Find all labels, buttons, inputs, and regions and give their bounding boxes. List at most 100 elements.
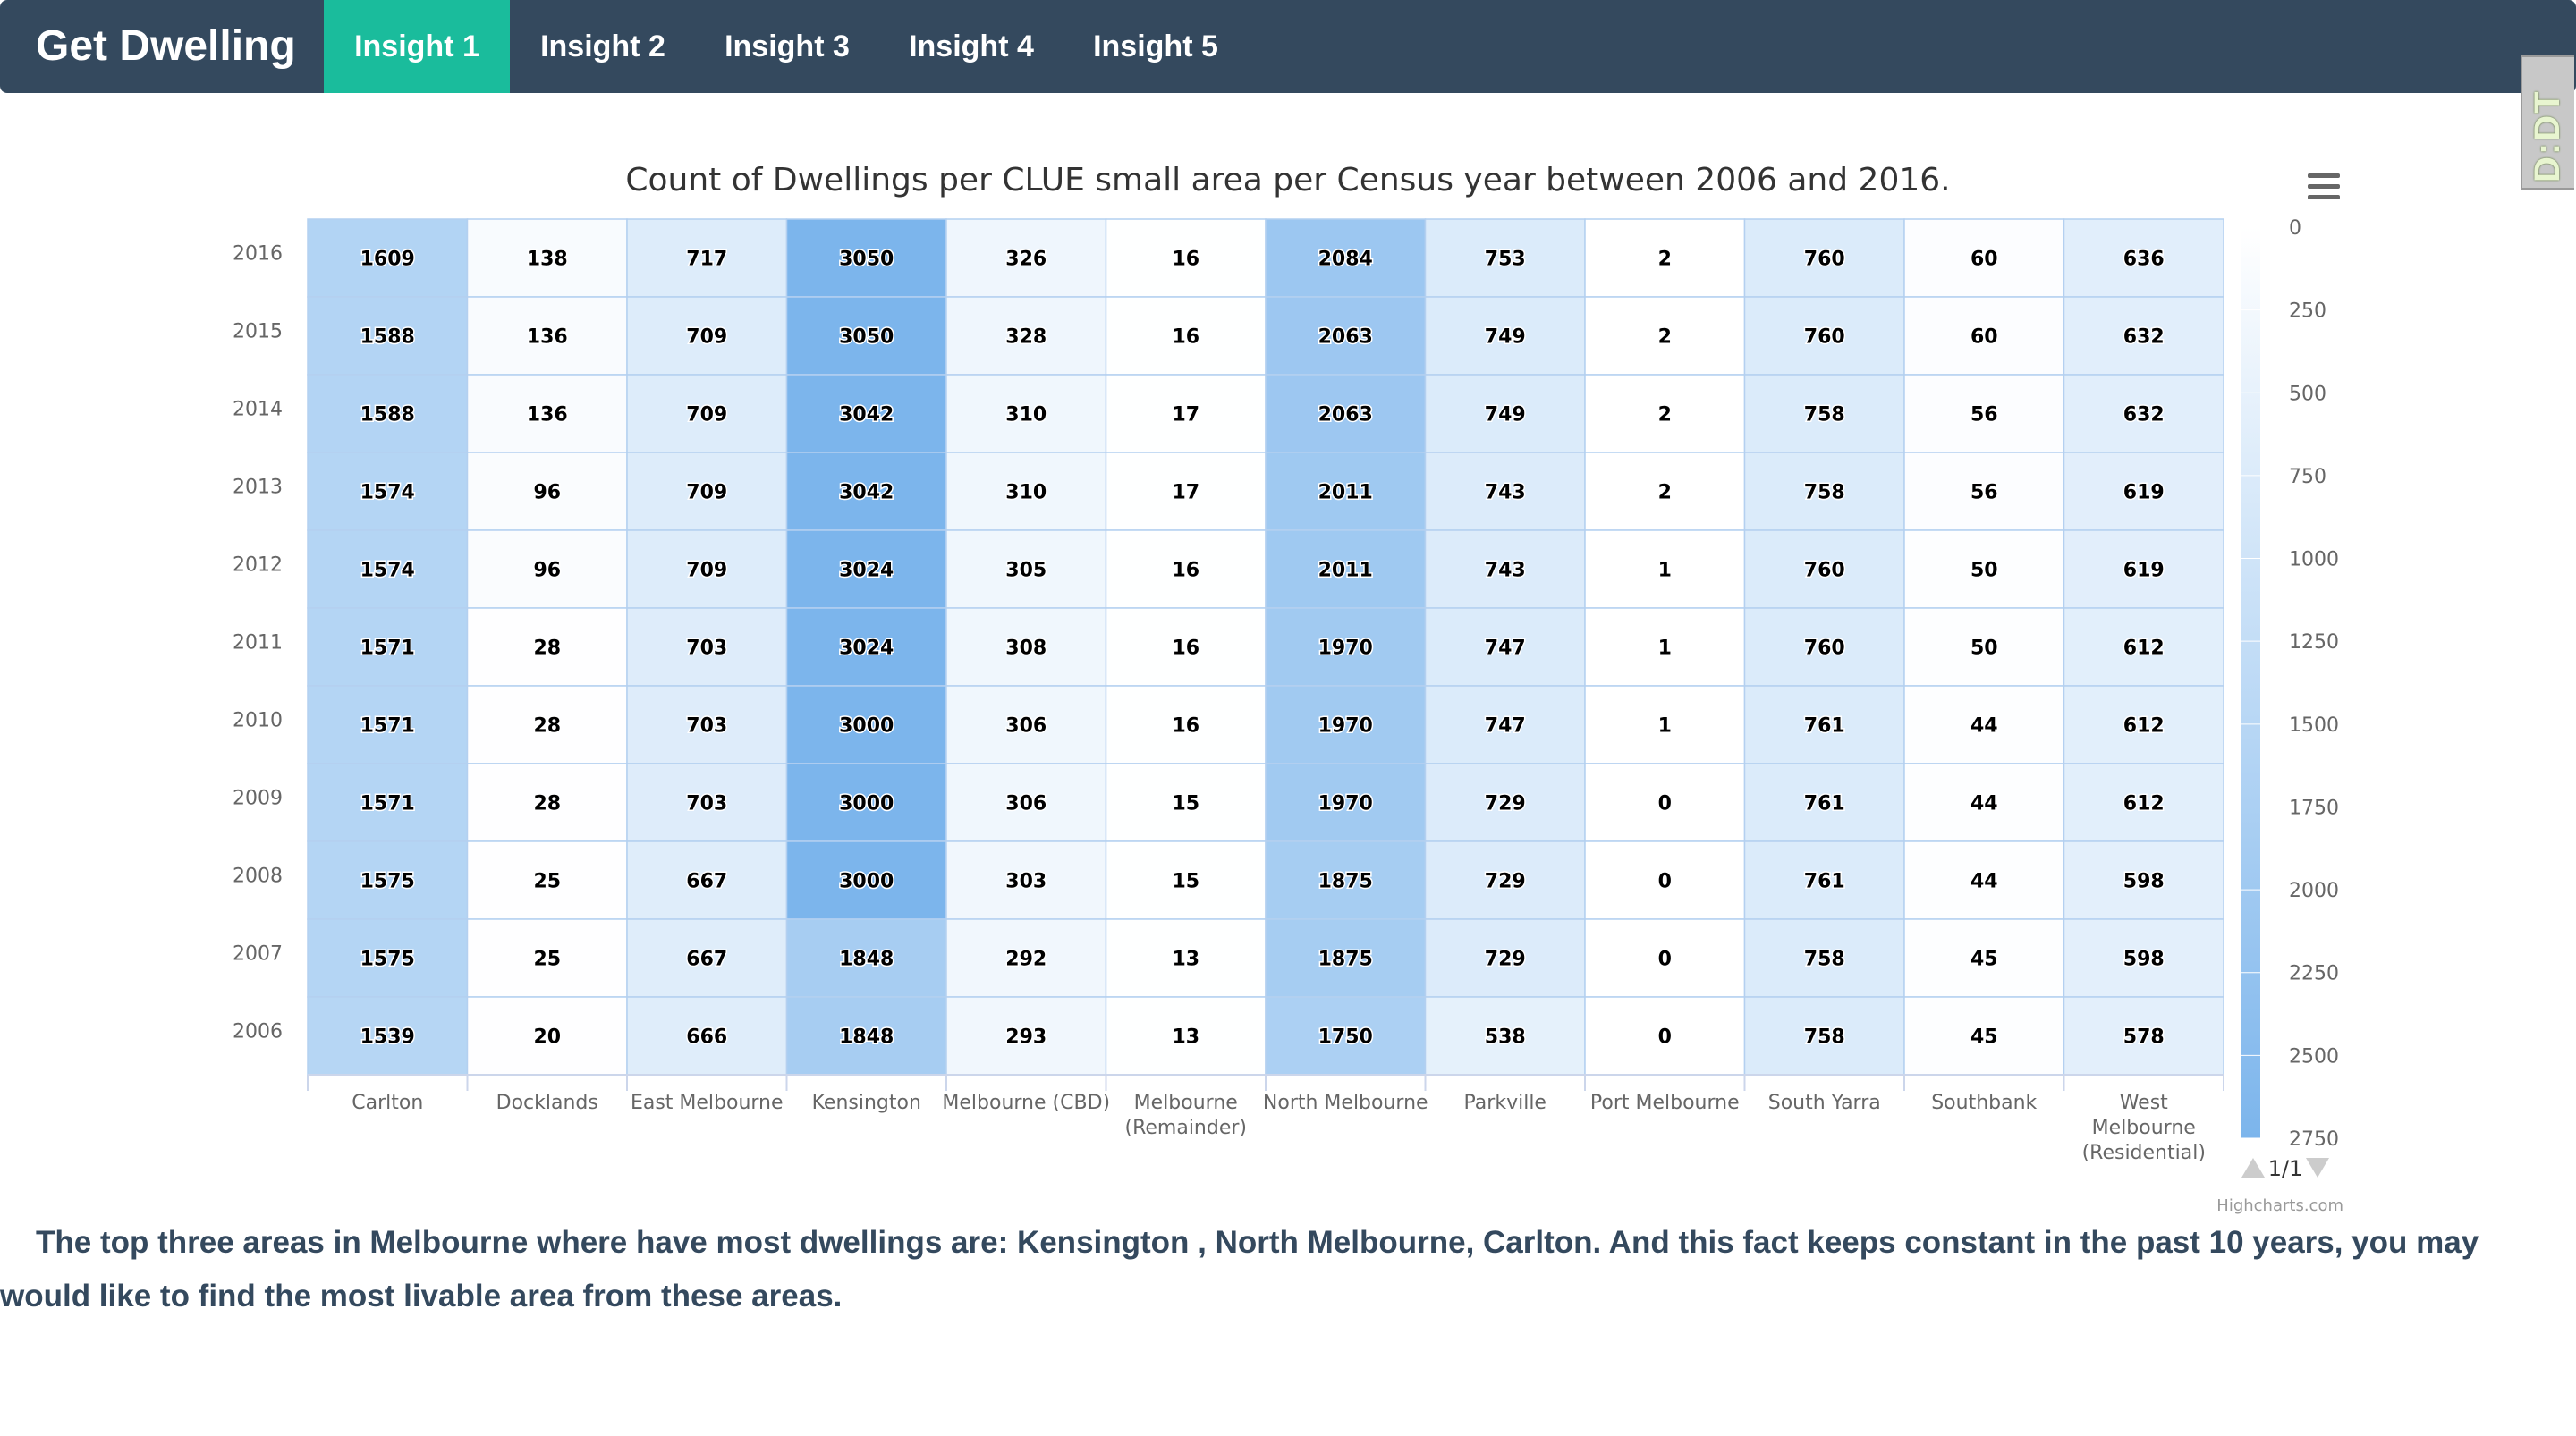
heatmap-cell[interactable] bbox=[1903, 607, 2065, 687]
heatmap-cell[interactable] bbox=[1584, 529, 1746, 609]
heatmap-cell[interactable] bbox=[1424, 763, 1586, 842]
heatmap-cell[interactable] bbox=[1265, 685, 1427, 764]
heatmap-cell[interactable] bbox=[307, 607, 469, 687]
heatmap-cell[interactable] bbox=[945, 840, 1107, 920]
heatmap-cell[interactable] bbox=[307, 374, 469, 453]
heatmap-cell[interactable] bbox=[307, 996, 469, 1076]
heatmap-cell[interactable] bbox=[307, 685, 469, 764]
heatmap-cell[interactable] bbox=[945, 529, 1107, 609]
tab-insight-4[interactable]: Insight 4 bbox=[909, 30, 1034, 63]
heatmap-cell[interactable] bbox=[1743, 374, 1905, 453]
heatmap-cell[interactable] bbox=[1903, 918, 2065, 998]
heatmap-cell[interactable] bbox=[785, 452, 947, 531]
heatmap-cell[interactable] bbox=[1265, 763, 1427, 842]
heatmap-cell[interactable] bbox=[785, 918, 947, 998]
heatmap-cell[interactable] bbox=[1743, 763, 1905, 842]
tab-insight-1[interactable]: Insight 1 bbox=[324, 0, 510, 93]
legend-pager-up-icon[interactable] bbox=[2241, 1158, 2265, 1178]
heatmap-cell[interactable] bbox=[2063, 996, 2224, 1076]
heatmap-cell[interactable] bbox=[1584, 840, 1746, 920]
heatmap-cell[interactable] bbox=[2063, 840, 2224, 920]
heatmap-cell[interactable] bbox=[1743, 607, 1905, 687]
heatmap-cell[interactable] bbox=[785, 996, 947, 1076]
heatmap-cell[interactable] bbox=[1903, 529, 2065, 609]
heatmap-cell[interactable] bbox=[1105, 685, 1267, 764]
heatmap-cell[interactable] bbox=[945, 763, 1107, 842]
legend-pager-down-icon[interactable] bbox=[2306, 1158, 2329, 1178]
heatmap-cell[interactable] bbox=[1265, 918, 1427, 998]
heatmap-cell[interactable] bbox=[945, 374, 1107, 453]
heatmap-cell[interactable] bbox=[307, 529, 469, 609]
heatmap-cell[interactable] bbox=[1105, 840, 1267, 920]
heatmap-cell[interactable] bbox=[2063, 607, 2224, 687]
heatmap-cell[interactable] bbox=[1903, 840, 2065, 920]
heatmap-cell[interactable] bbox=[1265, 607, 1427, 687]
heatmap-cell[interactable] bbox=[307, 840, 469, 920]
heatmap-cell[interactable] bbox=[466, 374, 628, 453]
heatmap-cell[interactable] bbox=[1265, 374, 1427, 453]
heatmap-cell[interactable] bbox=[785, 374, 947, 453]
chart-menu-icon[interactable] bbox=[2308, 173, 2340, 199]
heatmap-cell[interactable] bbox=[307, 763, 469, 842]
heatmap-cell[interactable] bbox=[945, 218, 1107, 298]
heatmap-cell[interactable] bbox=[1105, 763, 1267, 842]
heatmap-cell[interactable] bbox=[466, 296, 628, 376]
heatmap-cell[interactable] bbox=[307, 452, 469, 531]
heatmap-cell[interactable] bbox=[466, 607, 628, 687]
heatmap-cell[interactable] bbox=[1584, 996, 1746, 1076]
heatmap-cell[interactable] bbox=[1105, 529, 1267, 609]
heatmap-cell[interactable] bbox=[626, 685, 788, 764]
heatmap-cell[interactable] bbox=[1743, 452, 1905, 531]
heatmap-cell[interactable] bbox=[1743, 529, 1905, 609]
heatmap-cell[interactable] bbox=[466, 918, 628, 998]
heatmap-cell[interactable] bbox=[1903, 296, 2065, 376]
heatmap-cell[interactable] bbox=[2063, 218, 2224, 298]
brand-logo[interactable]: Get Dwelling bbox=[36, 22, 296, 70]
heatmap-cell[interactable] bbox=[626, 218, 788, 298]
heatmap-cell[interactable] bbox=[1903, 218, 2065, 298]
heatmap-cell[interactable] bbox=[626, 607, 788, 687]
heatmap-cell[interactable] bbox=[2063, 918, 2224, 998]
heatmap-cell[interactable] bbox=[785, 840, 947, 920]
heatmap-cell[interactable] bbox=[466, 685, 628, 764]
heatmap-cell[interactable] bbox=[2063, 452, 2224, 531]
heatmap-cell[interactable] bbox=[1424, 452, 1586, 531]
heatmap-cell[interactable] bbox=[626, 840, 788, 920]
heatmap-cell[interactable] bbox=[1424, 607, 1586, 687]
heatmap-cell[interactable] bbox=[1424, 374, 1586, 453]
heatmap-cell[interactable] bbox=[1903, 996, 2065, 1076]
heatmap-cell[interactable] bbox=[785, 607, 947, 687]
heatmap-cell[interactable] bbox=[1265, 840, 1427, 920]
heatmap-cell[interactable] bbox=[1265, 296, 1427, 376]
side-badge[interactable]: D:DT bbox=[2521, 55, 2574, 190]
heatmap-cell[interactable] bbox=[1743, 218, 1905, 298]
heatmap-cell[interactable] bbox=[1424, 918, 1586, 998]
heatmap-cell[interactable] bbox=[1903, 763, 2065, 842]
heatmap-cell[interactable] bbox=[1584, 218, 1746, 298]
heatmap-cell[interactable] bbox=[2063, 296, 2224, 376]
heatmap-cell[interactable] bbox=[1584, 918, 1746, 998]
heatmap-cell[interactable] bbox=[2063, 529, 2224, 609]
heatmap-cell[interactable] bbox=[626, 452, 788, 531]
heatmap-cell[interactable] bbox=[307, 218, 469, 298]
tab-insight-5[interactable]: Insight 5 bbox=[1093, 30, 1218, 63]
heatmap-cell[interactable] bbox=[945, 996, 1107, 1076]
heatmap-cell[interactable] bbox=[1903, 374, 2065, 453]
heatmap-cell[interactable] bbox=[1265, 996, 1427, 1076]
heatmap-cell[interactable] bbox=[1743, 918, 1905, 998]
heatmap-cell[interactable] bbox=[785, 218, 947, 298]
heatmap-cell[interactable] bbox=[626, 996, 788, 1076]
heatmap-cell[interactable] bbox=[2063, 763, 2224, 842]
heatmap-cell[interactable] bbox=[1903, 452, 2065, 531]
heatmap-cell[interactable] bbox=[945, 607, 1107, 687]
heatmap-cell[interactable] bbox=[1105, 218, 1267, 298]
heatmap-cell[interactable] bbox=[1105, 918, 1267, 998]
heatmap-cell[interactable] bbox=[1424, 840, 1586, 920]
heatmap-cell[interactable] bbox=[1584, 763, 1746, 842]
heatmap-cell[interactable] bbox=[626, 374, 788, 453]
heatmap-cell[interactable] bbox=[1105, 296, 1267, 376]
heatmap-cell[interactable] bbox=[1903, 685, 2065, 764]
heatmap-cell[interactable] bbox=[945, 918, 1107, 998]
chart-credits[interactable]: Highcharts.com bbox=[2216, 1196, 2343, 1215]
heatmap-cell[interactable] bbox=[1584, 607, 1746, 687]
